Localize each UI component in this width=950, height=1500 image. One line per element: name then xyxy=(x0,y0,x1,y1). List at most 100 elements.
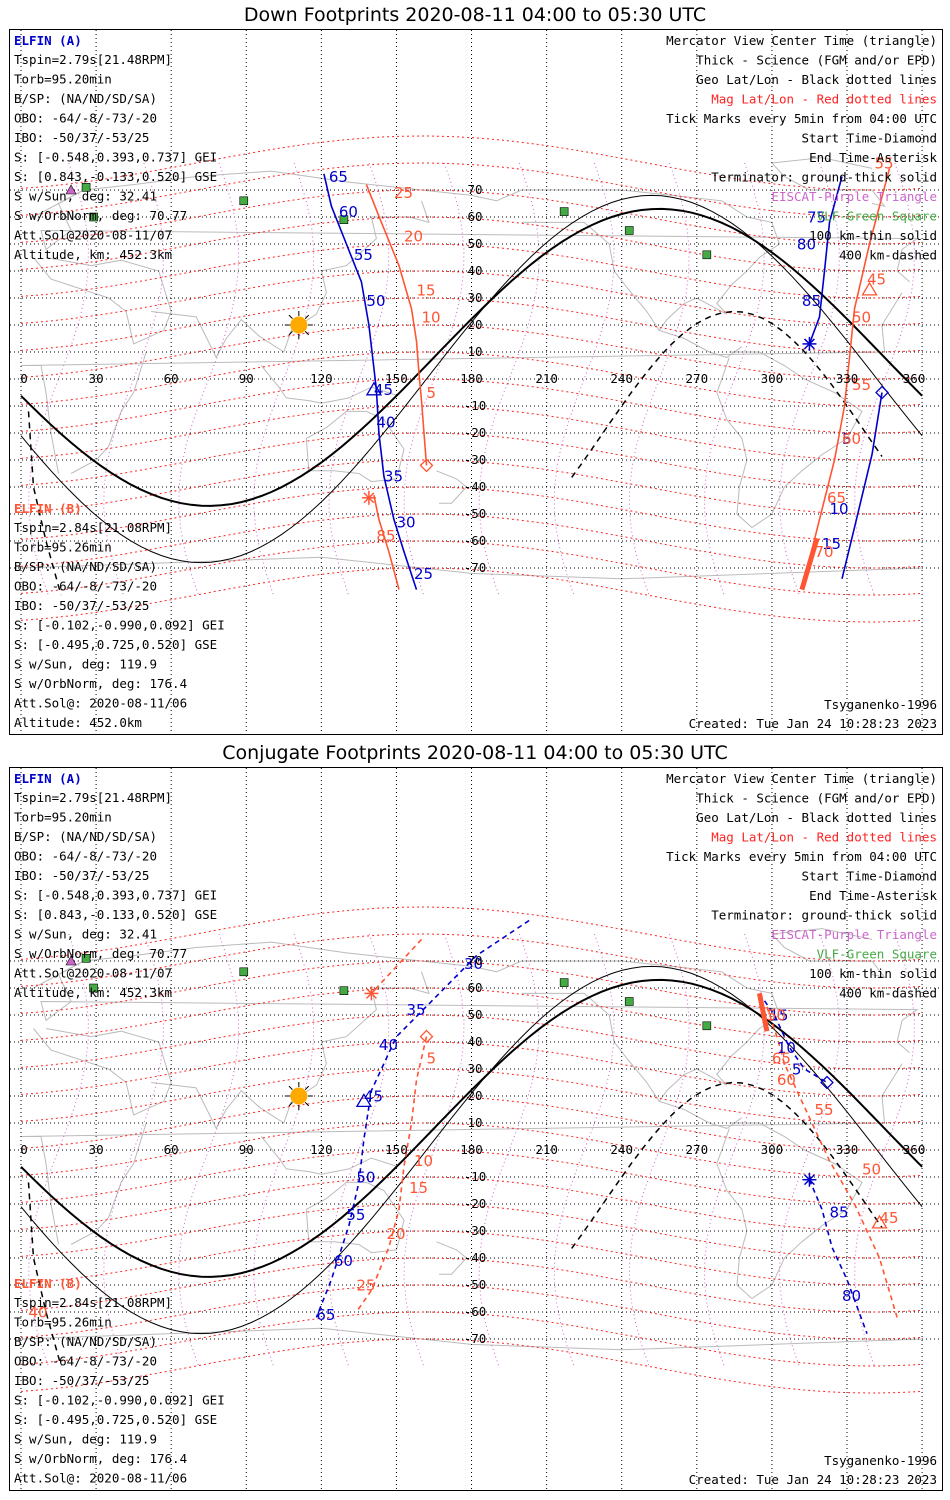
elfin-a-tick-label: 60 xyxy=(334,1252,353,1270)
elfin-a-param: Altitude, km: 452.3km xyxy=(14,247,172,262)
legend-terminator: Terminator: ground-thick solid xyxy=(711,908,937,923)
elfin-b-param: S w/OrbNorm, deg: 176.4 xyxy=(14,1451,187,1466)
elfin-a-param: B/SP: (NA/ND/SD/SA) xyxy=(14,91,157,106)
terminator-ground xyxy=(20,207,923,507)
elfin-b-tick-label: 55 xyxy=(814,1101,833,1119)
elfin-a-tick-label: 80 xyxy=(797,235,816,253)
elfin-a-param: S: [-0.548,0.393,0.737] GEI xyxy=(14,888,217,903)
longitude-tick-label: 150 xyxy=(385,1142,408,1157)
terminator-ground xyxy=(20,978,923,1278)
elfin-b-param: IBO: -50/37/-53/25 xyxy=(14,598,149,613)
elfin-a-param: Tspin=2.79s[21.48RPM] xyxy=(14,52,172,67)
vlf-station-square xyxy=(239,196,249,206)
vlf-station-square xyxy=(239,967,249,977)
elfin-a-param: Torb=95.20min xyxy=(14,72,112,87)
coastline xyxy=(70,1122,147,1245)
mag-parallel xyxy=(20,1338,923,1394)
created-timestamp: Created: Tue Jan 24 10:28:23 2023 xyxy=(689,1472,937,1487)
mag-parallel xyxy=(20,960,923,1016)
longitude-tick-label: 120 xyxy=(310,1142,333,1157)
elfin-b-param: Torb=95.26min xyxy=(14,1315,112,1330)
latitude-tick-label: -20 xyxy=(464,425,487,440)
mag-parallel xyxy=(20,987,923,1043)
elfin-a-center-triangle xyxy=(365,381,383,396)
terminator-100km xyxy=(20,965,923,1335)
longitude-tick-label: 210 xyxy=(535,1142,558,1157)
elfin-a-param: Tspin=2.79s[21.48RPM] xyxy=(14,790,172,805)
legend-thick: Thick - Science (FGM and/or EPD) xyxy=(696,791,937,806)
elfin-b-start-diamond xyxy=(419,458,434,473)
legend-ticks: Tick Marks every 5min from 04:00 UTC xyxy=(666,111,937,126)
vlf-station-square xyxy=(702,250,712,260)
coastline xyxy=(33,941,497,989)
legend-terminator: Terminator: ground-thick solid xyxy=(711,170,937,185)
elfin-b-param: OBO: -64/-8/-73/-20 xyxy=(14,579,157,594)
elfin-a-param: S: [0.843,-0.133,0.520] GSE xyxy=(14,169,217,184)
sun-ray xyxy=(288,1102,293,1107)
elfin-b-tick-label: 65 xyxy=(827,489,846,507)
created-timestamp: Created: Tue Jan 24 10:28:23 2023 xyxy=(689,716,937,731)
elfin-a-param: S w/Sun, deg: 32.41 xyxy=(14,189,157,204)
conjugate-footprints-map: 30 35 40 45 50 55 60 65 15 10 5 85 80 5 10 15 20 25 40 50 65… xyxy=(9,767,943,1491)
elfin-b-param: Att.Sol@: 2020-08-11/06 xyxy=(14,1471,187,1486)
longitude-tick-label: 240 xyxy=(610,371,633,386)
latitude-tick-label: -30 xyxy=(464,1223,487,1238)
latitude-tick-label: 40 xyxy=(467,1034,482,1049)
eiscat-triangle xyxy=(65,955,77,966)
vlf-station-square xyxy=(624,997,634,1006)
elfin-a-start-diamond xyxy=(875,385,889,400)
latitude-tick-label: -50 xyxy=(464,1277,487,1292)
latitude-tick-label: -40 xyxy=(464,1250,487,1265)
elfin-a-tick-label: 55 xyxy=(354,246,373,264)
sun-ray xyxy=(288,314,293,319)
elfin-b-param: Tspin=2.84s[21.08RPM] xyxy=(14,520,172,535)
elfin-b-param: B/SP: (NA/ND/SD/SA) xyxy=(14,1334,157,1349)
elfin-b-tick-label: 45 xyxy=(867,271,886,289)
elfin-b-tick-label: 55 xyxy=(875,154,894,172)
longitude-tick-label: 330 xyxy=(836,371,859,386)
latitude-tick-label: -10 xyxy=(464,1169,487,1184)
elfin-b-track xyxy=(355,1036,428,1313)
legend-geo: Geo Lat/Lon - Black dotted lines xyxy=(696,810,937,825)
elfin-b-science-segment xyxy=(756,992,770,1032)
elfin-a-track xyxy=(808,1179,868,1334)
elfin-a-track xyxy=(315,919,530,1318)
elfin-b-param: S: [-0.102,-0.990,0.092] GEI xyxy=(14,618,225,633)
elfin-a-param: S w/Sun, deg: 32.41 xyxy=(14,927,157,942)
latitude-tick-label: 10 xyxy=(467,344,482,359)
elfin-a-tick-label: 5 xyxy=(792,1060,802,1078)
elfin-a-tick-label: 50 xyxy=(366,292,385,310)
longitude-tick-label: 270 xyxy=(686,1142,709,1157)
legend-mag: Mag Lat/Lon - Red dotted lines xyxy=(711,92,937,107)
coastline xyxy=(33,170,497,218)
elfin-b-param: Tspin=2.84s[21.08RPM] xyxy=(14,1295,172,1310)
mag-parallel xyxy=(20,135,923,191)
sun-ray xyxy=(304,314,310,319)
latitude-tick-label: -60 xyxy=(464,1304,487,1319)
mag-parallel xyxy=(20,405,923,461)
elfin-a-tick-label: 15 xyxy=(769,1006,788,1024)
mag-parallel xyxy=(20,513,923,569)
mag-parallel xyxy=(20,243,923,299)
latitude-tick-label: 30 xyxy=(467,1061,482,1076)
latitude-tick-label: -40 xyxy=(464,479,487,494)
coastline xyxy=(770,157,886,207)
mag-parallel xyxy=(20,1041,923,1097)
elfin-b-tick-label: 10 xyxy=(414,1152,433,1170)
elfin-a-param: OBO: -64/-8/-73/-20 xyxy=(14,111,157,126)
elfin-b-tick-label: 20 xyxy=(386,1225,405,1243)
elfin-b-tick-label: 15 xyxy=(416,281,435,299)
elfin-a-tick-label: 10 xyxy=(777,1039,796,1057)
elfin-b-param: S: [-0.102,-0.990,0.092] GEI xyxy=(14,1393,225,1408)
elfin-b-param: S w/OrbNorm, deg: 176.4 xyxy=(14,676,187,691)
coastline xyxy=(305,410,405,483)
coastline xyxy=(305,1181,405,1254)
mag-parallel xyxy=(20,906,923,962)
mag-parallel xyxy=(20,1014,923,1070)
longitude-tick-label: 240 xyxy=(610,1142,633,1157)
mag-parallel xyxy=(20,270,923,326)
elfin-b-track xyxy=(365,184,428,466)
latitude-tick-label: -70 xyxy=(464,1331,487,1346)
legend-mag: Mag Lat/Lon - Red dotted lines xyxy=(711,830,937,845)
coastline xyxy=(33,257,172,345)
